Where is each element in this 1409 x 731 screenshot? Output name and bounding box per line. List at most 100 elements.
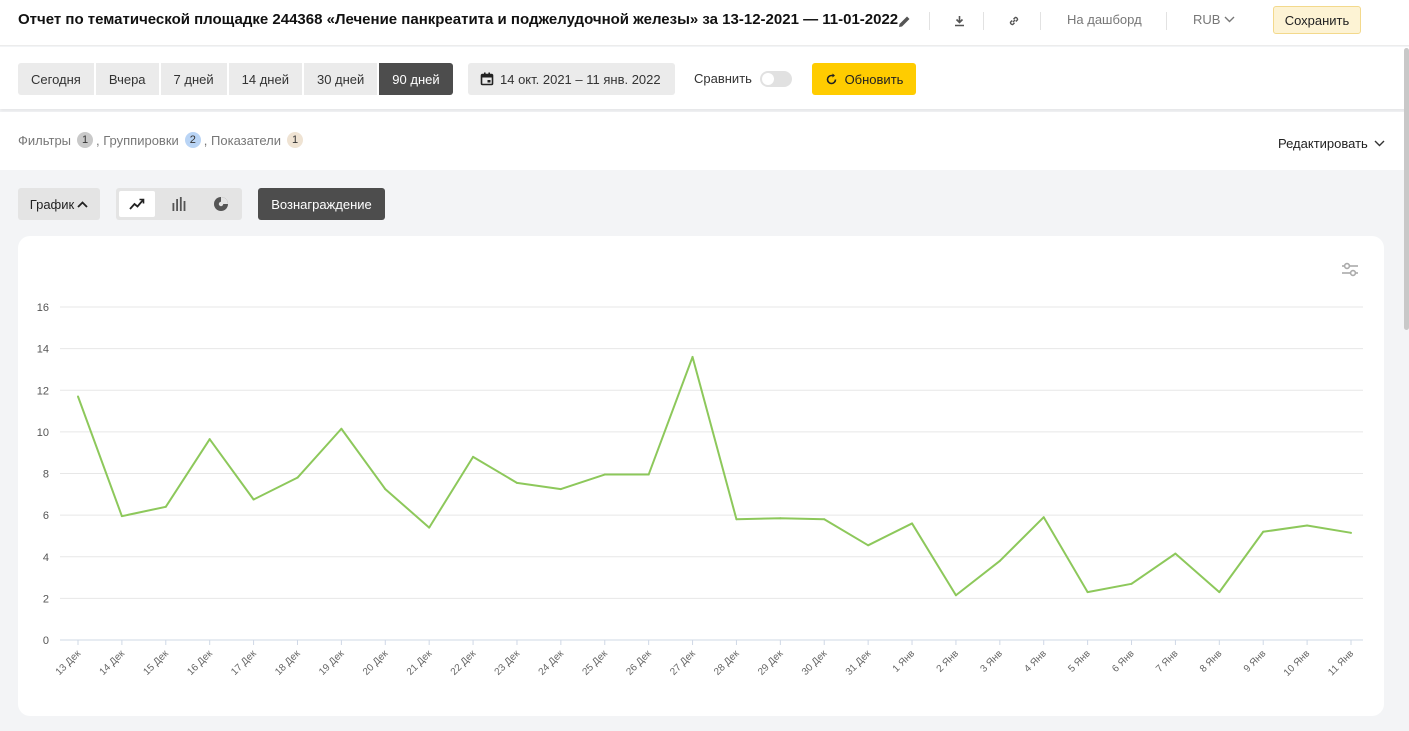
y-tick-label: 8 xyxy=(43,469,49,481)
data-point xyxy=(384,488,387,491)
chart-toggle-label: График xyxy=(29,196,75,212)
x-tick-label: 29 Дек xyxy=(756,648,786,678)
divider xyxy=(929,12,930,30)
period-14-days-button[interactable]: 14 дней xyxy=(228,63,302,95)
y-tick-label: 12 xyxy=(37,385,49,397)
line-chart-view-button[interactable] xyxy=(119,191,155,217)
data-point xyxy=(1174,552,1177,555)
chevron-down-icon xyxy=(1374,140,1385,147)
bar-chart-icon xyxy=(172,197,186,211)
y-tick-label: 14 xyxy=(37,344,49,356)
y-tick-label: 2 xyxy=(43,593,49,605)
data-point xyxy=(735,518,738,521)
y-tick-label: 6 xyxy=(43,510,49,522)
x-tick-label: 6 Янв xyxy=(1110,648,1136,674)
compare-toggle[interactable] xyxy=(760,71,792,87)
period-yesterday-button[interactable]: Вчера xyxy=(95,63,159,95)
refresh-label: Обновить xyxy=(844,71,904,87)
x-tick-label: 5 Янв xyxy=(1066,648,1092,674)
x-tick-label: 4 Янв xyxy=(1022,648,1048,674)
metrics-count-badge: 1 xyxy=(287,132,304,148)
sliders-icon[interactable] xyxy=(1340,261,1360,279)
period-30-days-button[interactable]: 30 дней xyxy=(303,63,378,95)
refresh-button[interactable]: Обновить xyxy=(812,63,916,95)
link-icon[interactable] xyxy=(1005,12,1023,30)
filters-label: Фильтры xyxy=(18,132,72,148)
data-point xyxy=(603,473,606,476)
edit-button[interactable]: Редактировать xyxy=(1278,136,1385,151)
x-tick-label: 28 Дек xyxy=(712,648,742,678)
x-tick-label: 14 Дек xyxy=(98,648,128,678)
data-point xyxy=(515,481,518,484)
x-tick-label: 13 Дек xyxy=(54,648,84,678)
data-point xyxy=(954,594,957,597)
filters-summary[interactable]: Фильтры 1 , Группировки 2 , Показатели 1 xyxy=(18,132,306,148)
x-tick-label: 27 Дек xyxy=(668,648,698,678)
save-button[interactable]: Сохранить xyxy=(1273,6,1361,34)
pie-chart-view-button[interactable] xyxy=(203,191,239,217)
data-point xyxy=(647,473,650,476)
data-point xyxy=(120,515,123,518)
report-title: Отчет по тематической площадке 244368 «Л… xyxy=(18,11,899,28)
chevron-down-icon xyxy=(1224,16,1235,23)
period-toolbar: Сегодня Вчера 7 дней 14 дней 30 дней 90 … xyxy=(0,47,1409,109)
y-tick-label: 16 xyxy=(37,302,49,314)
bar-chart-view-button[interactable] xyxy=(161,191,197,217)
data-point xyxy=(998,559,1001,562)
data-point xyxy=(1042,516,1045,519)
data-point xyxy=(1306,524,1309,527)
download-icon[interactable] xyxy=(950,12,968,30)
data-point xyxy=(428,526,431,529)
data-point xyxy=(1262,530,1265,533)
refresh-icon xyxy=(826,73,836,84)
series-line xyxy=(77,355,1352,597)
x-tick-label: 18 Дек xyxy=(273,648,303,678)
data-point xyxy=(1350,531,1352,534)
chart-card xyxy=(18,236,1384,716)
data-point xyxy=(77,395,79,398)
edit-label: Редактировать xyxy=(1278,136,1368,151)
chevron-up-icon xyxy=(77,200,88,208)
metric-reward-button[interactable]: Вознаграждение xyxy=(258,188,385,220)
x-tick-label: 24 Дек xyxy=(537,648,567,678)
data-point xyxy=(1218,591,1221,594)
period-today-button[interactable]: Сегодня xyxy=(18,63,94,95)
data-point xyxy=(911,522,914,525)
divider xyxy=(1040,12,1041,30)
x-tick-label: 7 Янв xyxy=(1154,648,1180,674)
period-90-days-button[interactable]: 90 дней xyxy=(379,63,453,95)
data-point xyxy=(867,544,870,547)
x-tick-label: 9 Янв xyxy=(1242,648,1268,674)
date-range-picker[interactable]: 14 окт. 2021 – 11 янв. 2022 xyxy=(468,63,675,95)
x-tick-label: 21 Дек xyxy=(405,648,435,678)
to-dashboard-link[interactable]: На дашборд xyxy=(1067,12,1142,27)
metrics-label: , Показатели xyxy=(203,132,282,148)
pencil-icon[interactable] xyxy=(895,12,913,30)
chart-toggle-button[interactable]: График xyxy=(18,188,100,220)
filters-bar: Фильтры 1 , Группировки 2 , Показатели 1… xyxy=(0,112,1409,170)
scrollbar[interactable] xyxy=(1404,48,1409,330)
data-point xyxy=(340,427,343,430)
x-tick-label: 1 Янв xyxy=(891,648,917,674)
divider xyxy=(983,12,984,30)
chart-view-selector xyxy=(116,188,242,220)
x-tick-label: 20 Дек xyxy=(361,648,391,678)
y-tick-label: 0 xyxy=(43,635,49,647)
x-tick-label: 30 Дек xyxy=(800,648,830,678)
x-tick-label: 10 Янв xyxy=(1282,648,1312,678)
period-7-days-button[interactable]: 7 дней xyxy=(160,63,227,95)
calendar-icon xyxy=(480,72,494,86)
x-tick-label: 3 Янв xyxy=(978,648,1004,674)
data-point xyxy=(1086,591,1089,594)
data-point xyxy=(252,498,255,501)
x-tick-label: 8 Янв xyxy=(1198,648,1224,674)
data-point xyxy=(472,455,475,458)
data-point xyxy=(296,476,299,479)
currency-label: RUB xyxy=(1193,12,1221,27)
x-tick-label: 26 Дек xyxy=(624,648,654,678)
data-point xyxy=(779,517,782,520)
y-tick-label: 4 xyxy=(43,552,49,564)
currency-select[interactable]: RUB xyxy=(1193,12,1235,27)
pie-chart-icon xyxy=(214,197,228,211)
toggle-knob xyxy=(762,73,774,85)
